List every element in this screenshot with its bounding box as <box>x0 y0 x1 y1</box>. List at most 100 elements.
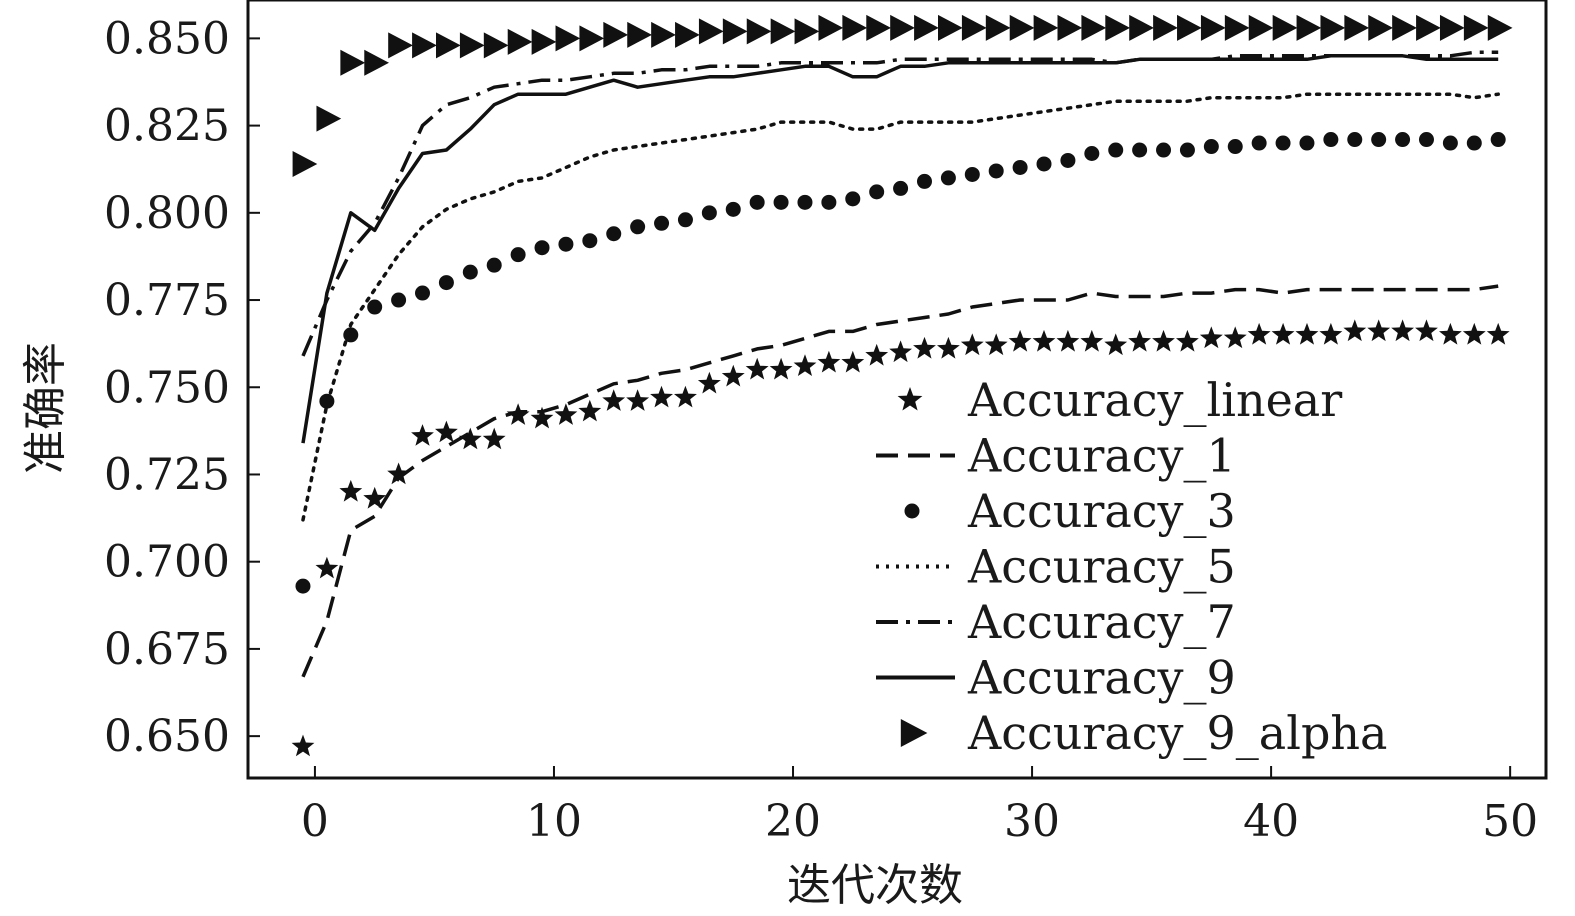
data-point <box>1415 319 1438 342</box>
data-point <box>889 340 912 363</box>
data-point <box>1224 14 1250 41</box>
data-point <box>438 275 454 291</box>
legend-item: Accuracy_9_alpha <box>900 706 1387 760</box>
data-point <box>1343 319 1367 342</box>
data-point <box>339 479 363 502</box>
series-Accuracy_7 <box>301 50 1499 357</box>
data-point <box>793 354 817 376</box>
data-point <box>1248 14 1274 41</box>
data-point <box>1200 14 1226 41</box>
legend-label: Accuracy_7 <box>967 595 1236 649</box>
data-point <box>821 194 837 210</box>
data-point <box>1275 135 1291 151</box>
data-point <box>626 389 650 411</box>
data-point <box>937 14 963 41</box>
series-line <box>301 284 1499 678</box>
data-point <box>845 191 861 207</box>
data-point <box>295 578 311 594</box>
data-point <box>1271 322 1295 345</box>
data-point <box>842 14 868 41</box>
data-point <box>364 49 389 76</box>
data-point <box>893 180 909 196</box>
data-point <box>1439 14 1465 41</box>
data-point <box>940 170 956 186</box>
x-axis-title: 迭代次数 <box>787 860 963 911</box>
data-point <box>292 150 318 177</box>
data-point <box>749 194 765 210</box>
y-tick-label: 0.750 <box>104 362 230 413</box>
data-point <box>555 25 581 52</box>
data-point <box>890 14 915 41</box>
data-point <box>1105 14 1131 41</box>
data-point <box>1176 329 1199 352</box>
data-point <box>482 427 506 450</box>
data-point <box>630 219 646 235</box>
data-point <box>1347 132 1363 148</box>
data-point <box>745 357 769 380</box>
legend-label: Accuracy_9_alpha <box>967 706 1387 760</box>
data-point <box>1008 329 1032 352</box>
data-point <box>1129 14 1154 41</box>
data-point <box>1223 326 1247 349</box>
data-point <box>603 21 629 48</box>
series-Accuracy_1 <box>301 284 1499 678</box>
axis-ticks: 0 10 20 30 40 50 0.650 0.675 0.700 0.725 0.750 0.77… <box>104 13 1538 847</box>
data-point <box>937 336 960 359</box>
x-tick-label: 50 <box>1482 796 1538 847</box>
data-point <box>1080 329 1104 352</box>
data-point <box>1081 14 1107 41</box>
data-point <box>1132 142 1148 158</box>
data-point <box>746 18 772 45</box>
data-point <box>534 240 550 256</box>
data-point <box>964 166 980 182</box>
data-point <box>1368 14 1393 41</box>
data-point <box>486 257 502 273</box>
data-point <box>554 403 578 425</box>
data-point <box>869 184 885 200</box>
data-point <box>1104 333 1128 356</box>
y-axis-title: 准确率 <box>20 342 71 474</box>
data-point <box>1060 152 1076 168</box>
data-point <box>817 350 841 373</box>
data-point <box>1203 139 1219 155</box>
series-Accuracy_5 <box>301 92 1500 522</box>
legend-marker <box>900 719 928 747</box>
data-point <box>363 486 387 509</box>
data-point <box>698 18 724 45</box>
series-Accuracy_3 <box>295 132 1506 594</box>
data-point <box>411 424 434 446</box>
series-Accuracy_linear <box>291 319 1510 757</box>
data-point <box>914 14 939 41</box>
data-point <box>654 215 670 231</box>
x-tick-label: 20 <box>765 796 821 847</box>
data-point <box>1487 14 1513 41</box>
data-point <box>387 462 410 485</box>
data-point <box>773 194 789 210</box>
plot-frame <box>246 0 1548 780</box>
data-point <box>627 21 652 48</box>
data-point <box>1084 146 1100 162</box>
data-point <box>458 427 482 450</box>
series-Accuracy_9 <box>301 54 1499 444</box>
data-point <box>1466 135 1482 151</box>
data-point <box>436 32 461 59</box>
data-point <box>1442 135 1458 151</box>
data-point <box>1439 322 1462 345</box>
legend-label: Accuracy_9 <box>967 651 1236 705</box>
y-tick-label: 0.675 <box>104 624 230 675</box>
data-point <box>1299 135 1315 151</box>
data-point <box>865 343 889 366</box>
data-point <box>913 336 936 359</box>
legend: Accuracy_linearAccuracy_1Accuracy_3Accur… <box>876 373 1387 760</box>
legend-marker <box>904 503 920 519</box>
legend-label: Accuracy_5 <box>967 540 1236 594</box>
data-point <box>1152 329 1175 352</box>
data-point <box>916 173 932 189</box>
data-point <box>459 32 485 59</box>
data-point <box>721 364 745 387</box>
data-point <box>1056 329 1080 352</box>
data-point <box>651 21 676 48</box>
legend-item: Accuracy_3 <box>904 484 1236 538</box>
data-point <box>841 350 865 373</box>
